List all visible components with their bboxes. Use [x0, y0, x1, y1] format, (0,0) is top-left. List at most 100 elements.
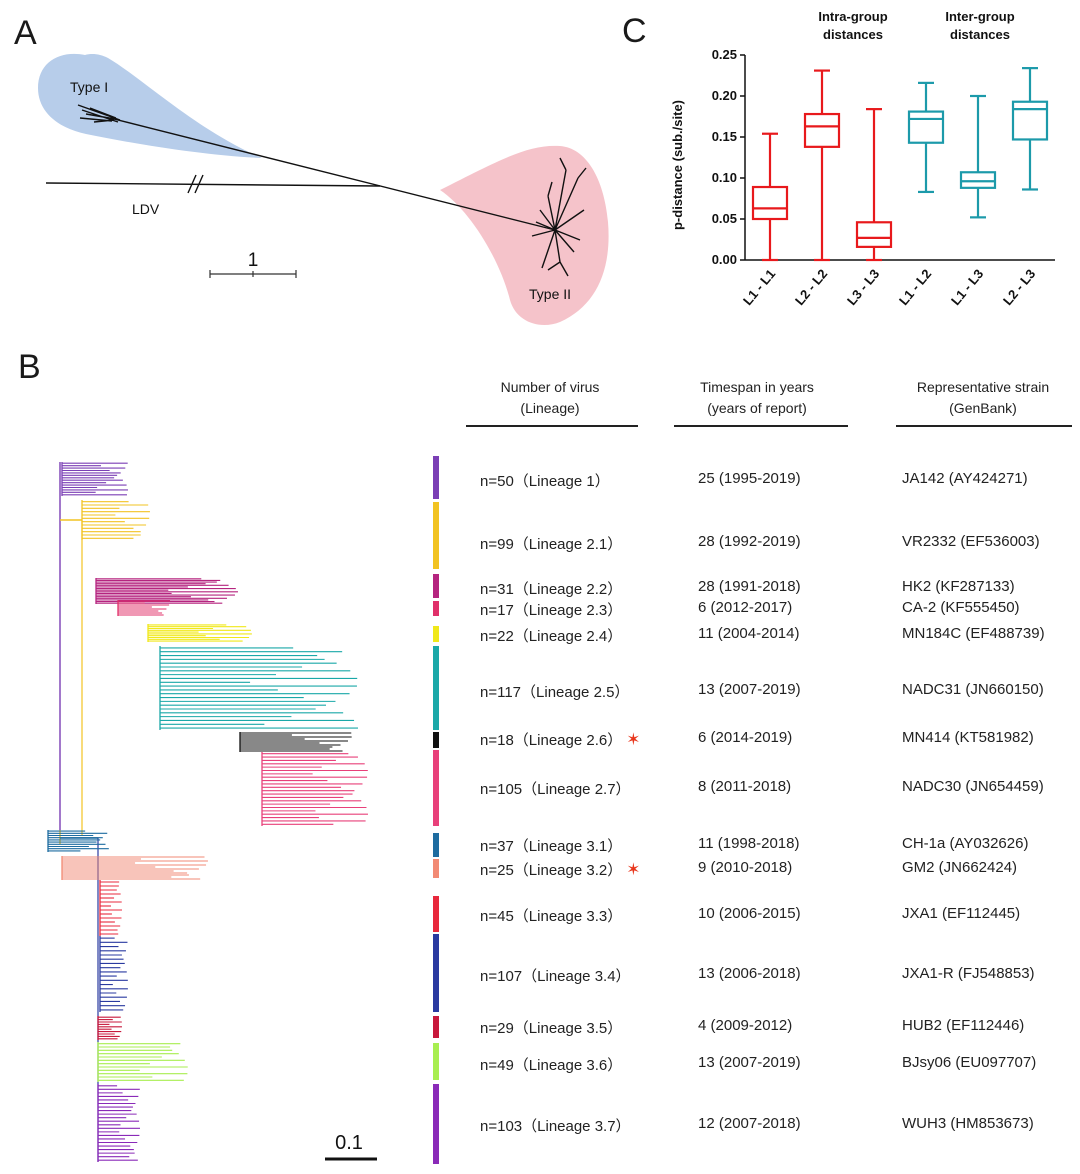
representative-strain-cell: MN414 (KT581982): [902, 729, 1034, 746]
header-line: Representative strain: [916, 379, 1050, 395]
panel-a-scale-bar: [209, 270, 297, 278]
timespan-cell: 12 (2007-2018): [698, 1115, 801, 1132]
lineage-color-segment: [433, 934, 439, 1012]
virus-count: n=50: [480, 473, 514, 490]
y-tick-label: 0.00: [712, 252, 737, 267]
virus-count: n=29: [480, 1020, 514, 1037]
lineage-color-segment: [433, 833, 439, 857]
lineage-name: （Lineage 3.3）: [513, 908, 623, 925]
representative-strain-cell: JA142 (AY424271): [902, 470, 1028, 487]
y-tick-label: 0.25: [712, 47, 737, 62]
lineage-count-cell: n=18（Lineage 2.6） ✶: [480, 729, 640, 750]
representative-strain-cell: NADC31 (JN660150): [902, 681, 1044, 698]
lineage-count-cell: n=37（Lineage 3.1）: [480, 835, 622, 856]
lineage-name: （Lineage 2.2）: [513, 581, 623, 598]
lineage-name: （Lineage 2.3）: [513, 602, 623, 619]
axes: 0.00 0.05 0.10 0.15 0.20 0.25: [712, 47, 1055, 267]
representative-strain-cell: HK2 (KF287133): [902, 578, 1015, 595]
tree-branches: [45, 104, 587, 277]
lineage-color-segment: [433, 601, 439, 616]
virus-count: n=99: [480, 536, 514, 553]
ldv-label: LDV: [132, 201, 160, 217]
virus-count: n=22: [480, 628, 514, 645]
lineage-name: （Lineage 2.5）: [521, 684, 630, 701]
box-l1-l3: [959, 94, 997, 219]
header-number-of-virus: Number of virus (Lineage): [470, 377, 630, 419]
header-line: (Lineage): [520, 400, 580, 416]
lineage-count-cell: n=50（Lineage 1）: [480, 470, 610, 491]
header-rule: [466, 425, 638, 427]
x-tick-label: L1 - L1: [740, 266, 778, 308]
lineage-color-segment: [433, 750, 439, 826]
lineage-name: （Lineage 1）: [513, 473, 610, 490]
y-tick-label: 0.10: [712, 170, 737, 185]
panel-label-b: B: [18, 348, 41, 386]
lineage-color-segment: [433, 502, 439, 569]
panel-b-scale-label: 0.1: [335, 1132, 363, 1154]
virus-count: n=117: [480, 684, 522, 701]
virus-count: n=18: [480, 732, 514, 749]
lineage-count-cell: n=22（Lineage 2.4）: [480, 625, 622, 646]
timespan-cell: 13 (2006-2018): [698, 965, 801, 982]
group-label-inter: Inter-group distances: [945, 9, 1014, 42]
panel-b-tree: 0.1: [47, 462, 377, 1162]
lineage-color-segment: [433, 1084, 439, 1164]
header-line: Number of virus: [500, 379, 600, 395]
y-tick-label: 0.15: [712, 129, 737, 144]
y-tick-label: 0.05: [712, 211, 737, 226]
box-l2-l2: [803, 69, 841, 262]
lineage-count-cell: n=99（Lineage 2.1）: [480, 533, 622, 554]
representative-strain-cell: HUB2 (EF112446): [902, 1017, 1025, 1034]
lineage-color-segment: [433, 1043, 439, 1080]
header-line: Timespan in years: [700, 379, 814, 395]
lineage-color-strip: [433, 0, 439, 1174]
box-iqr: [855, 221, 893, 248]
panel-label-a: A: [14, 14, 37, 52]
y-tick-label: 0.20: [712, 88, 737, 103]
lineage-name: （Lineage 3.6）: [513, 1057, 623, 1074]
representative-strain-cell: CH-1a (AY032626): [902, 835, 1029, 852]
box-iqr: [907, 110, 945, 144]
timespan-cell: 4 (2009-2012): [698, 1017, 793, 1034]
timespan-cell: 11 (2004-2014): [698, 625, 800, 642]
lineage-count-cell: n=29（Lineage 3.5）: [480, 1017, 622, 1038]
lineage-name: （Lineage 2.1）: [513, 536, 623, 553]
box-iqr: [751, 185, 789, 221]
panel-c-boxplot: Intra-group distances Inter-group distance…: [670, 9, 1055, 308]
x-tick-label: L2 - L2: [792, 266, 830, 308]
virus-count: n=103: [480, 1118, 523, 1135]
box-l1-l1: [751, 132, 789, 262]
header-rule: [674, 425, 848, 427]
box-l3-l3: [855, 108, 893, 262]
lineage-color-segment: [433, 859, 439, 878]
lineage-name: （Lineage 3.5）: [513, 1020, 623, 1037]
panel-a-tree: Type I Type II LDV 1: [38, 53, 609, 326]
type1-label: Type I: [70, 79, 108, 95]
virus-count: n=107: [480, 968, 523, 985]
lineage-count-cell: n=103（Lineage 3.7）: [480, 1115, 631, 1136]
lineage-name: （Lineage 2.4）: [513, 628, 623, 645]
header-rule: [896, 425, 1072, 427]
box-l1-l2: [907, 81, 945, 194]
lineage-name: （Lineage 3.4）: [522, 968, 631, 985]
panel-label-c: C: [622, 12, 647, 50]
star-icon: ✶: [626, 730, 641, 749]
timespan-cell: 10 (2006-2015): [698, 905, 801, 922]
lineage-count-cell: n=17（Lineage 2.3）: [480, 599, 622, 620]
lineage-count-cell: n=105（Lineage 2.7）: [480, 778, 631, 799]
lineage-count-cell: n=117（Lineage 2.5）: [480, 681, 629, 702]
y-axis-label: p-distance (sub./site): [670, 100, 685, 230]
lineage-color-segment: [433, 574, 439, 598]
type2-label: Type II: [529, 286, 571, 302]
type2-region: [440, 145, 609, 326]
virus-count: n=31: [480, 581, 514, 598]
timespan-cell: 13 (2007-2019): [698, 1054, 801, 1071]
star-icon: ✶: [626, 860, 641, 879]
representative-strain-cell: BJsy06 (EU097707): [902, 1054, 1037, 1071]
timespan-cell: 6 (2014-2019): [698, 729, 793, 746]
representative-strain-cell: MN184C (EF488739): [902, 625, 1045, 642]
lineage-count-cell: n=107（Lineage 3.4）: [480, 965, 631, 986]
panel-a-scale-label: 1: [248, 250, 259, 271]
lineage-color-segment: [433, 896, 439, 932]
lineage-name: （Lineage 3.1）: [513, 838, 623, 855]
